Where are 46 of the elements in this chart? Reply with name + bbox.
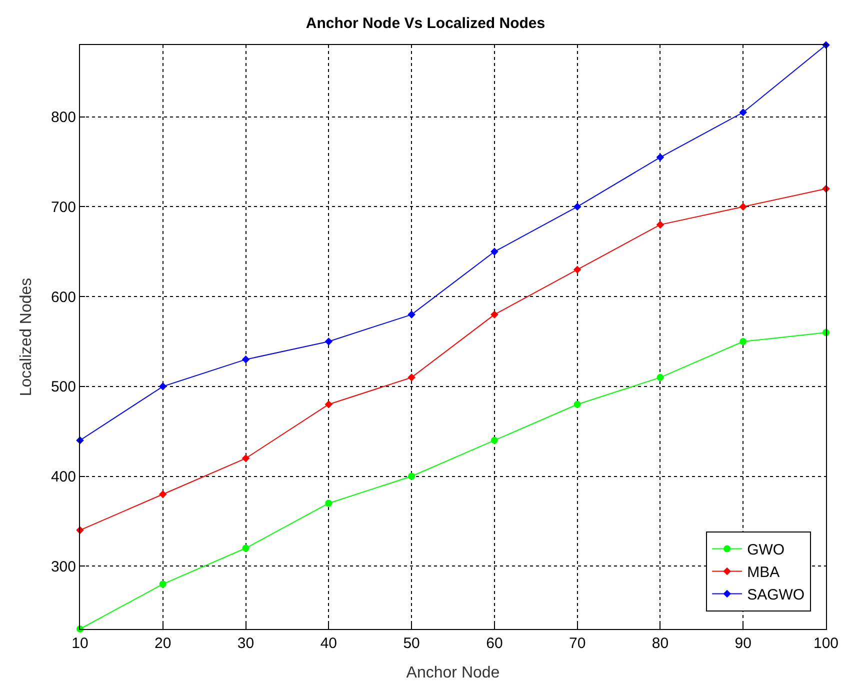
y-tick-label: 400 [50,468,76,486]
x-tick-label: 10 [72,635,88,652]
x-tick-label: 50 [403,635,420,652]
point [242,544,250,552]
chart-title: Anchor Node Vs Localized Nodes [306,14,546,32]
point [158,382,167,390]
point [242,356,250,364]
point [490,436,498,444]
point [490,248,498,256]
point [490,310,498,318]
point [324,400,333,408]
point [574,400,581,408]
legend-label: GWO [747,542,785,559]
x-tick-label: 80 [652,635,669,652]
y-tick-label: 500 [50,378,76,396]
point [408,374,416,382]
point [324,338,333,346]
point [656,220,664,229]
y-axis-title: Localized Nodes [18,278,35,396]
point [739,108,748,116]
point [325,500,332,507]
x-tick-label: 100 [813,635,839,652]
legend-label: SAGWO [747,586,805,604]
x-tick-label: 70 [568,635,586,652]
x-axis-title: Anchor Node [406,664,500,682]
point [573,202,582,211]
x-tick-label: 20 [154,635,172,652]
legend-label: MBA [747,564,780,582]
point [408,472,416,480]
x-tick-label: 40 [320,635,338,652]
point [408,310,416,318]
y-tick-label: 600 [50,288,76,306]
point [656,374,664,381]
point [159,580,166,588]
x-tick-label: 30 [237,635,254,652]
y-tick-label: 700 [50,198,76,216]
point [739,202,748,211]
point [242,454,250,462]
point [158,490,167,498]
y-tick-label: 300 [50,558,76,576]
x-tick-label: 60 [486,635,503,652]
y-tick-label: 800 [50,109,76,126]
x-tick-label: 90 [734,635,752,652]
point [573,266,582,274]
point [740,338,747,345]
point [656,153,664,162]
